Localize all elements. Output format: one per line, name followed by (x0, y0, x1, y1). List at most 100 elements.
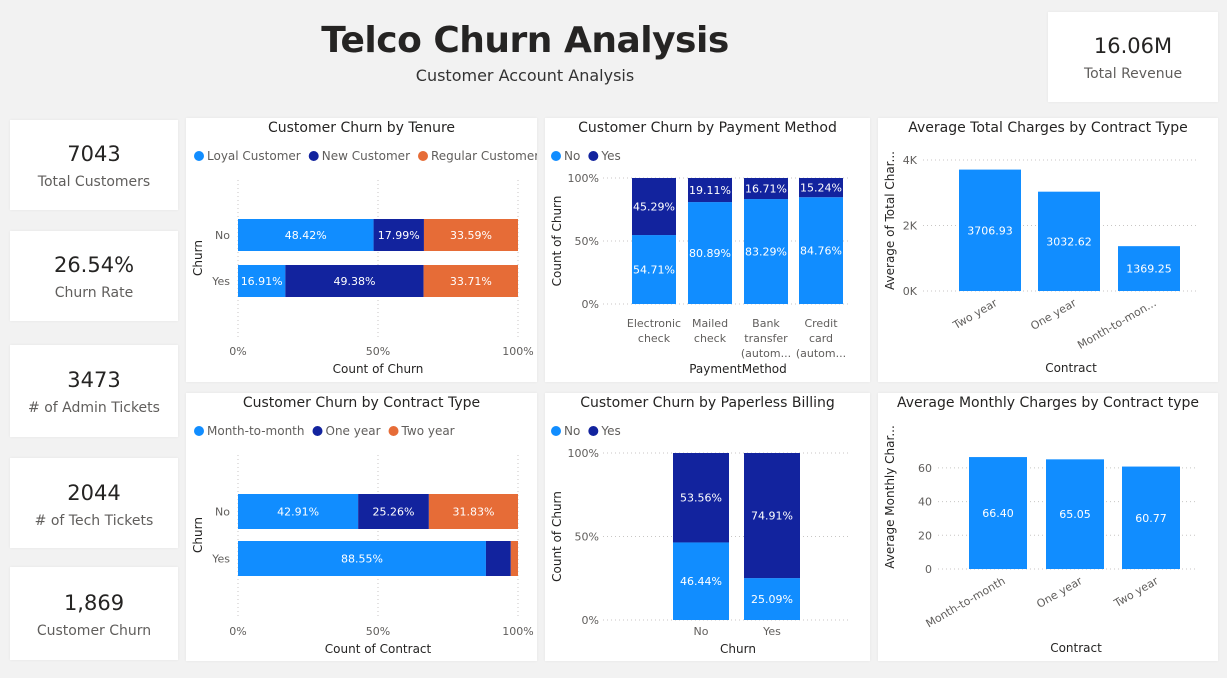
bar-one-year[interactable] (1046, 459, 1104, 569)
payment-chart-card[interactable]: Customer Churn by Payment Method No Yes 0%… (545, 118, 870, 382)
legend-marker-yes[interactable] (588, 426, 599, 436)
data-label: 48.42% (285, 229, 327, 242)
paperless-chart-card[interactable]: Customer Churn by Paperless Billing No Ye… (545, 393, 870, 661)
kpi-card-total-customers[interactable]: 7043 Total Customers (10, 120, 178, 210)
x-tick-label: check (638, 332, 671, 345)
y-tick-label: No (215, 229, 230, 242)
bar-no-bank-transfer-autom[interactable] (744, 199, 788, 304)
kpi-value: 7043 (67, 142, 121, 166)
y-tick-label: 0 (925, 563, 932, 576)
bar-loyal-customer-yes[interactable] (238, 265, 286, 297)
x-axis-title: Count of Churn (333, 362, 424, 376)
bar-one-year-yes[interactable] (485, 541, 511, 576)
legend-label-yes[interactable]: Yes (600, 149, 620, 163)
legend-label-no[interactable]: No (564, 424, 580, 438)
x-tick-label: 100% (502, 625, 533, 638)
tenure-chart[interactable]: Loyal Customer New Customer Regular Custom… (186, 118, 537, 382)
y-axis-title: Churn (191, 240, 205, 276)
bar-no-credit-card-autom[interactable] (799, 197, 843, 304)
bar-two-year[interactable] (1122, 466, 1180, 569)
report-title: Telco Churn Analysis (321, 20, 729, 61)
bar-month-to-mon[interactable] (1118, 246, 1180, 291)
legend-marker-new-customer[interactable] (308, 151, 319, 161)
y-tick-label: 0% (582, 614, 599, 627)
paperless-chart[interactable]: No Yes 0% 50% 100% Count of Churn 46.44% 53.56%… (545, 393, 870, 661)
bar-two-year-yes[interactable] (510, 541, 518, 576)
bar-yes-bank-transfer-autom[interactable] (744, 178, 788, 200)
legend-marker-no[interactable] (551, 151, 561, 161)
x-tick-label: 0% (229, 625, 246, 638)
legend-marker-loyal-customer[interactable] (194, 151, 204, 161)
legend-marker-no[interactable] (551, 426, 561, 436)
total-revenue-card[interactable]: 16.06M Total Revenue (1048, 12, 1218, 102)
legend-label-new-customer[interactable]: New Customer (322, 149, 410, 163)
x-tick-label: transfer (744, 332, 788, 345)
bar-no-mailed-check[interactable] (688, 202, 732, 304)
bar-new-customer-no[interactable] (373, 219, 424, 251)
y-tick-label: 100% (568, 172, 599, 185)
legend-label-no[interactable]: No (564, 149, 580, 163)
bar-new-customer-yes[interactable] (285, 265, 424, 297)
legend-label-yes[interactable]: Yes (600, 424, 620, 438)
data-label: 16.91% (241, 275, 283, 288)
y-tick-label: 60 (918, 462, 932, 475)
bar-yes-mailed-check[interactable] (688, 178, 732, 203)
bar-regular-customer-no[interactable] (423, 219, 518, 251)
kpi-card-churn-rate[interactable]: 26.54% Churn Rate (10, 231, 178, 321)
legend-label-month-to-month[interactable]: Month-to-month (207, 424, 305, 438)
bar-regular-customer-yes[interactable] (423, 265, 518, 297)
bar-month-to-month[interactable] (969, 457, 1027, 569)
kpi-label: Total Customers (37, 174, 151, 190)
bar-two-year-no[interactable] (428, 494, 518, 529)
bar-month-to-month-no[interactable] (238, 494, 359, 529)
bar-month-to-month-yes[interactable] (238, 541, 486, 576)
kpi-value: 2044 (67, 481, 121, 505)
legend-label-one-year[interactable]: One year (326, 424, 381, 438)
tenure-chart-title: Customer Churn by Tenure (267, 120, 456, 136)
kpi-card-admin-tickets[interactable]: 3473 # of Admin Tickets (10, 345, 178, 437)
contract-churn-chart[interactable]: Month-to-month One year Two year 0% 50% 100%C… (186, 393, 537, 661)
legend-marker-month-to-month[interactable] (194, 426, 204, 436)
data-label: 80.89% (689, 247, 731, 260)
kpi-label: # of Admin Tickets (28, 400, 160, 416)
bar-one-year-no[interactable] (358, 494, 429, 529)
legend-marker-regular-customer[interactable] (418, 151, 428, 161)
y-tick-label: No (215, 506, 230, 519)
x-axis-title: Contract (1050, 641, 1102, 655)
x-tick-label: check (694, 332, 727, 345)
payment-chart[interactable]: No Yes 0% 50% 100% Count of Churn 54.71% 45.29%… (545, 118, 870, 382)
data-label: 3706.93 (967, 224, 1013, 237)
kpi-card-tech-tickets[interactable]: 2044 # of Tech Tickets (10, 458, 178, 548)
bar-two-year[interactable] (959, 169, 1021, 291)
legend-marker-yes[interactable] (588, 151, 599, 161)
data-label: 31.83% (452, 506, 494, 519)
legend-label-two-year[interactable]: Two year (401, 424, 455, 438)
data-label: 25.09% (751, 593, 793, 606)
x-tick-label: Credit (804, 317, 838, 330)
monthly-charges-chart[interactable]: 0 20 40 60 Average Monthly Char... 66.40 Month… (878, 393, 1218, 661)
bar-yes-no[interactable] (673, 453, 729, 543)
bar-no-electronic-check[interactable] (632, 235, 676, 304)
total-charges-chart-card[interactable]: Average Total Charges by Contract Type 0… (878, 118, 1218, 382)
monthly-charges-chart-card[interactable]: Average Monthly Charges by Contract type… (878, 393, 1218, 661)
kpi-card-customer-churn[interactable]: 1,869 Customer Churn (10, 567, 178, 660)
total-charges-chart[interactable]: 0K 2K 4K Average of Total Char... 3706.93 Two… (878, 118, 1218, 382)
bar-yes-yes[interactable] (744, 453, 800, 579)
bar-yes-credit-card-autom[interactable] (799, 178, 843, 198)
contract-churn-chart-card[interactable]: Customer Churn by Contract Type Month-to… (186, 393, 537, 661)
bar-yes-electronic-check[interactable] (632, 178, 676, 236)
y-tick-label: 2K (903, 220, 918, 233)
legend-marker-two-year[interactable] (388, 426, 399, 436)
legend-marker-one-year[interactable] (312, 426, 323, 436)
legend-label-regular-customer[interactable]: Regular Customer (431, 149, 537, 163)
x-tick-label: No (694, 625, 709, 638)
bar-one-year[interactable] (1038, 191, 1100, 291)
data-label: 83.29% (745, 246, 787, 259)
bar-no-yes[interactable] (744, 578, 800, 620)
bar-loyal-customer-no[interactable] (238, 219, 374, 251)
tenure-chart-card[interactable]: Customer Churn by Tenure Loyal Customer N… (186, 118, 537, 382)
x-tick-label: Two year (1111, 574, 1161, 610)
bar-no-no[interactable] (673, 542, 729, 620)
x-tick-label: 50% (366, 625, 390, 638)
legend-label-loyal-customer[interactable]: Loyal Customer (207, 149, 301, 163)
